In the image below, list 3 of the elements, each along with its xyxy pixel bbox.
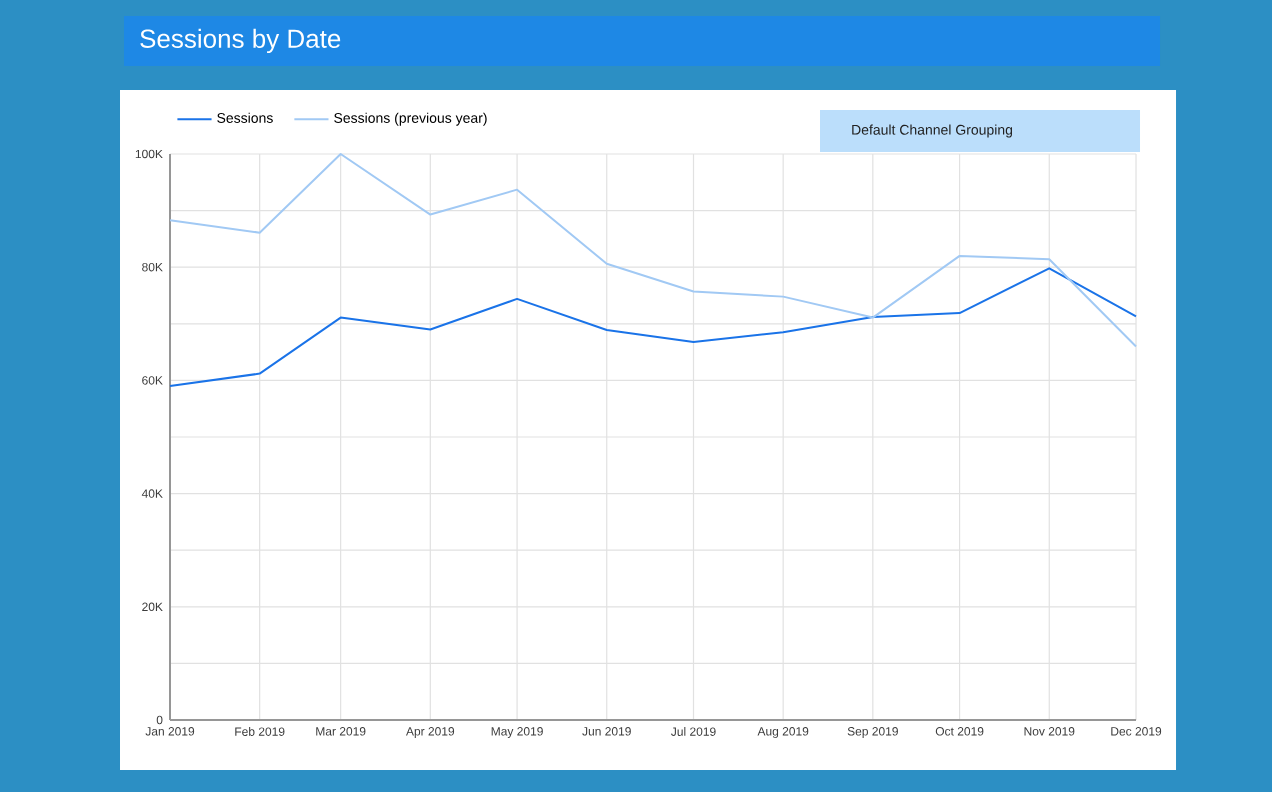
line-series xyxy=(169,153,1138,348)
chart-title: Sessions by Date xyxy=(140,28,341,54)
line-series xyxy=(169,267,1138,388)
